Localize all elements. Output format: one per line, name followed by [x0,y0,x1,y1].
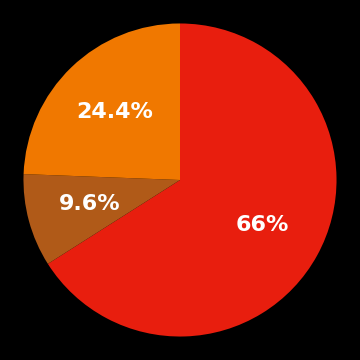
Text: 66%: 66% [235,215,289,235]
Wedge shape [23,174,180,264]
Text: 9.6%: 9.6% [59,194,120,215]
Text: 24.4%: 24.4% [76,102,153,122]
Wedge shape [48,23,337,337]
Wedge shape [24,23,180,180]
